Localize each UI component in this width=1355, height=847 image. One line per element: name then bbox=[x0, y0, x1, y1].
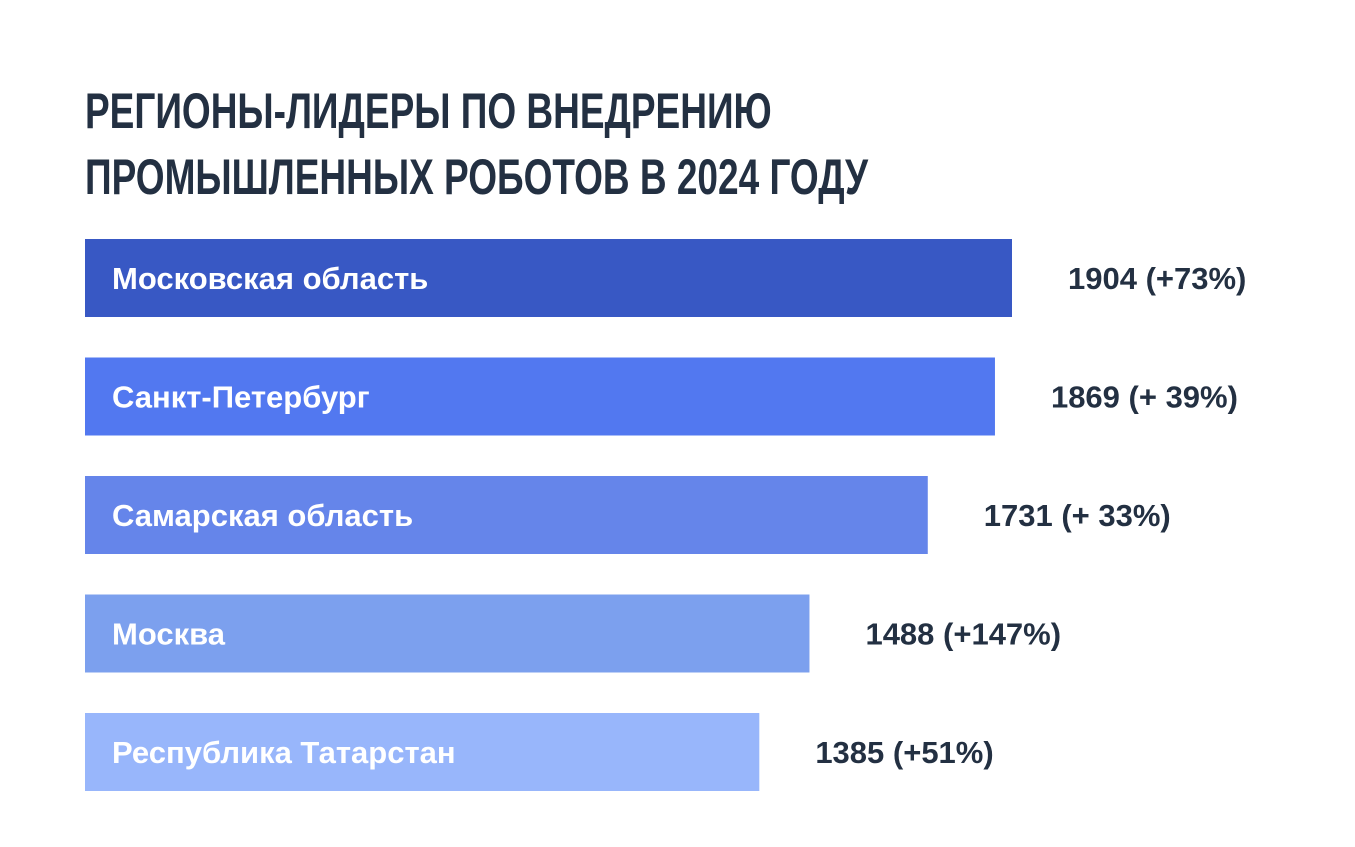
bar-category-label: Санкт-Петербург bbox=[112, 380, 370, 415]
chart-title-line-1: Регионы-лидеры по внедрению bbox=[85, 83, 772, 139]
bar-value-label: 1385 (+51%) bbox=[815, 735, 993, 770]
bar bbox=[85, 476, 928, 554]
bar bbox=[85, 713, 760, 791]
bar bbox=[85, 239, 1012, 317]
bar-value-label: 1731 (+ 33%) bbox=[984, 498, 1171, 533]
bar-category-label: Самарская область bbox=[112, 498, 413, 533]
bar bbox=[85, 357, 995, 436]
bar-value-label: 1869 (+ 39%) bbox=[1051, 380, 1238, 415]
chart-title: Регионы-лидеры по внедрению промышленных… bbox=[85, 78, 868, 210]
bar-category-label: Республика Татарстан bbox=[112, 735, 456, 770]
chart-title-line-2: промышленных роботов в 2024 году bbox=[85, 149, 869, 205]
bar-value-label: 1488 (+147%) bbox=[865, 617, 1061, 652]
bar-value-label: 1904 (+73%) bbox=[1068, 261, 1246, 296]
bar bbox=[85, 594, 810, 673]
bars-group: Московская область 1904 (+73%) Санкт-Петер… bbox=[85, 239, 1246, 791]
bar-category-label: Москва bbox=[112, 617, 226, 652]
bar-category-label: Московская область bbox=[112, 261, 428, 296]
